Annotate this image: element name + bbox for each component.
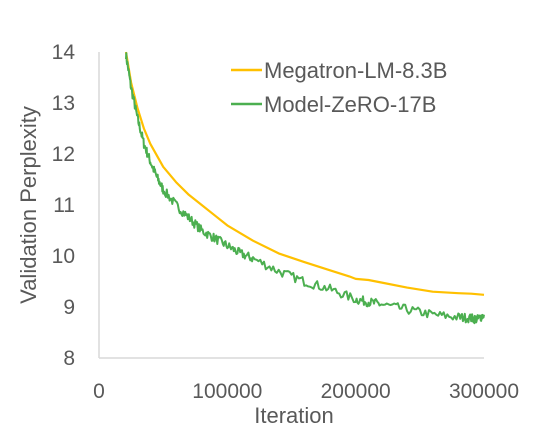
series-line-2 bbox=[125, 52, 485, 325]
y-tick-label: 9 bbox=[63, 296, 75, 319]
y-tick-labels: 8 9 10 11 12 13 14 bbox=[52, 41, 76, 370]
x-tick-label: 300000 bbox=[449, 380, 519, 403]
legend-label: Model-ZeRO-17B bbox=[264, 92, 436, 117]
series-lines bbox=[124, 51, 485, 325]
x-axis-title: Iteration bbox=[254, 403, 334, 428]
y-tick-label: 11 bbox=[53, 194, 75, 217]
y-tick-label: 12 bbox=[52, 143, 75, 166]
legend-label: Megatron-LM-8.3B bbox=[264, 58, 447, 83]
x-tick-labels: 0 100000 200000 300000 bbox=[93, 380, 519, 403]
y-tick-label: 10 bbox=[52, 245, 75, 268]
axes bbox=[98, 52, 484, 359]
x-tick-label: 0 bbox=[93, 380, 105, 403]
x-tick-label: 100000 bbox=[192, 380, 262, 403]
series-line-1 bbox=[124, 51, 485, 296]
y-tick-label: 8 bbox=[63, 347, 75, 370]
y-axis-title: Validation Perplexity bbox=[16, 106, 41, 304]
x-tick-label: 200000 bbox=[321, 380, 391, 403]
legend: Megatron-LM-8.3B Model-ZeRO-17B bbox=[231, 58, 447, 117]
y-tick-label: 13 bbox=[52, 92, 75, 115]
y-tick-label: 14 bbox=[52, 41, 76, 64]
